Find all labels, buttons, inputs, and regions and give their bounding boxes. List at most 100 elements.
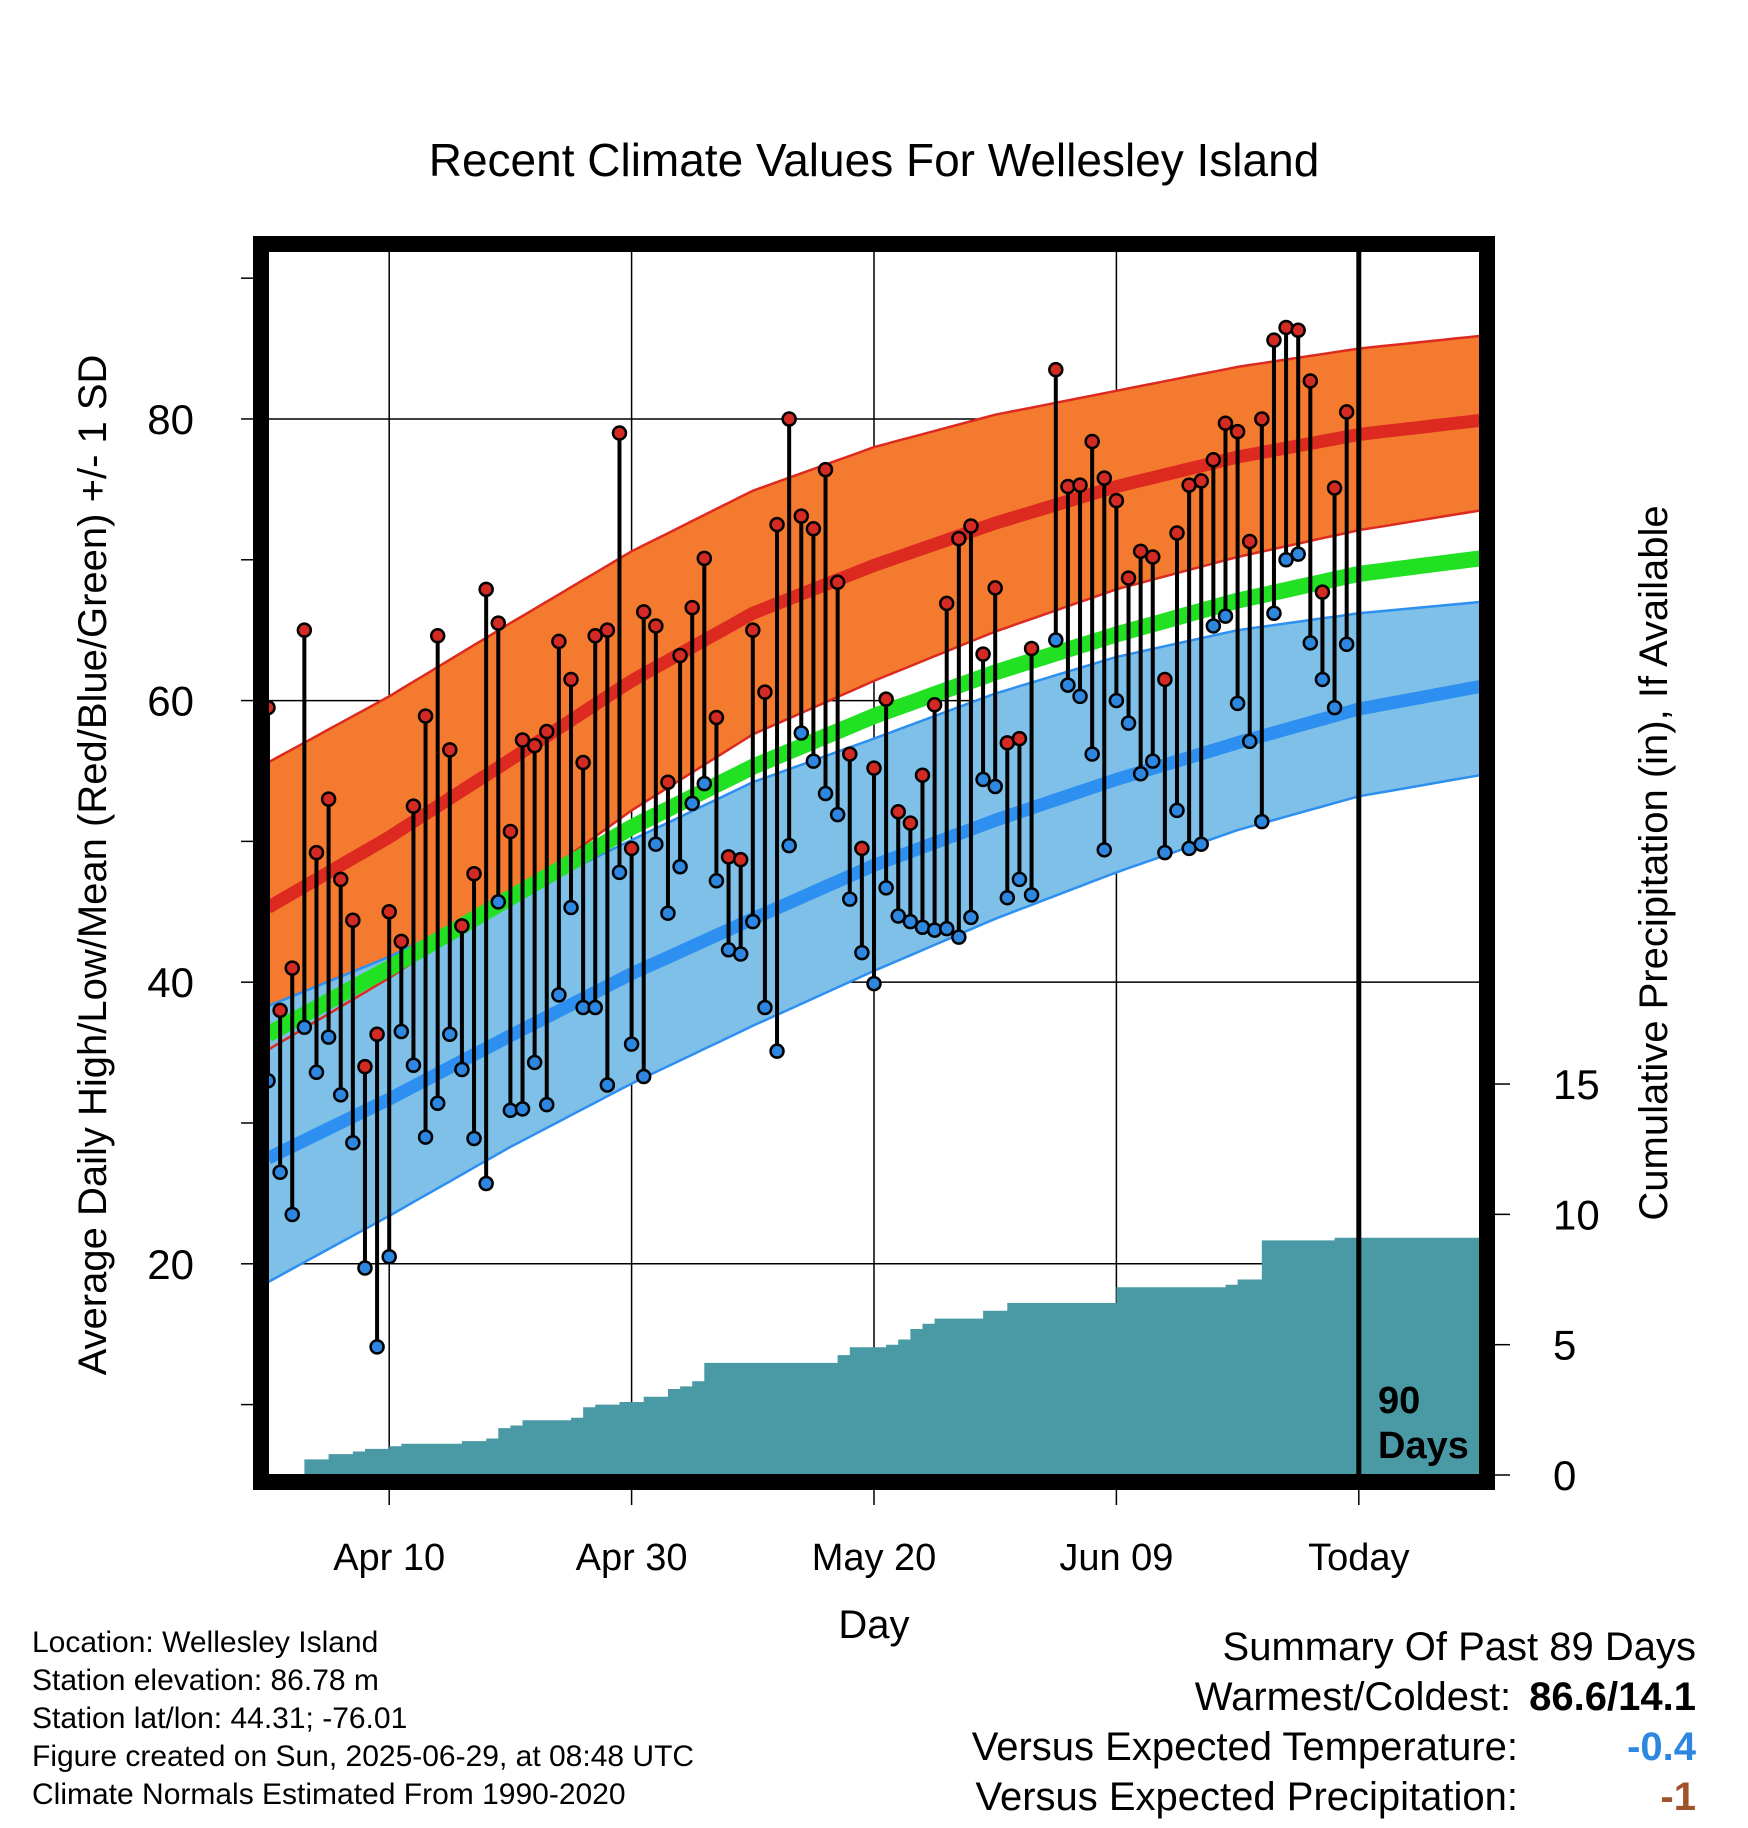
daily-low-point	[1084, 746, 1100, 762]
daily-low-point	[308, 1064, 325, 1081]
daily-low-point	[1157, 844, 1173, 861]
x-tick-label: Jun 09	[1059, 1537, 1173, 1579]
daily-high-point	[308, 844, 325, 861]
daily-low-point	[1108, 692, 1125, 709]
daily-low-point	[320, 1029, 337, 1045]
plot-frame	[253, 236, 1495, 1490]
info-elevation: Station elevation: 86.78 m	[32, 1664, 379, 1697]
daily-high-point	[563, 671, 579, 688]
daily-low-point	[672, 858, 688, 875]
y2-tick-label: 5	[1553, 1322, 1576, 1369]
daily-high-point	[635, 604, 652, 620]
daily-high-point	[381, 904, 397, 920]
daily-low-point	[1096, 842, 1113, 858]
high-sd-band	[268, 335, 1480, 1050]
daily-high-point	[890, 804, 906, 820]
daily-high-point	[781, 411, 797, 427]
y-tick-label: 60	[147, 678, 194, 725]
daily-low-point	[526, 1054, 543, 1071]
daily-low-point	[357, 1260, 373, 1276]
daily-low-point	[878, 880, 894, 896]
daily-high-point	[1241, 533, 1258, 550]
daily-high-point	[539, 723, 555, 740]
daily-high-point	[1193, 473, 1209, 489]
daily-low-point	[442, 1026, 458, 1043]
x-axis-label: Day	[838, 1603, 909, 1647]
x-tick-label: May 20	[812, 1537, 937, 1579]
daily-high-point	[696, 550, 713, 567]
daily-low-point	[781, 837, 797, 854]
y2-tick-label: 15	[1553, 1061, 1600, 1108]
daily-high-point	[526, 737, 543, 754]
daily-low-point	[1011, 871, 1028, 888]
daily-high-point	[345, 912, 361, 928]
y-axis-label: Average Daily High/Low/Mean (Red/Blue/Gr…	[71, 355, 115, 1376]
daily-high-point	[817, 461, 834, 478]
daily-low-point	[938, 920, 955, 937]
daily-low-point	[1023, 887, 1040, 903]
daily-low-point	[732, 946, 749, 962]
daily-high-point	[793, 508, 810, 524]
daily-high-point	[1011, 730, 1028, 747]
daily-low-point	[490, 894, 507, 910]
info-latlon: Station lat/lon: 44.31; -76.01	[32, 1702, 408, 1735]
precipitation-area	[268, 1237, 1480, 1475]
daily-low-point	[393, 1023, 410, 1040]
daily-low-point	[429, 1095, 446, 1112]
daily-low-point	[623, 1036, 640, 1052]
daily-low-point	[268, 1072, 276, 1089]
daily-low-point	[708, 873, 725, 889]
daily-high-point	[551, 633, 567, 650]
daily-low-point	[829, 806, 846, 823]
daily-low-point	[284, 1206, 300, 1223]
y-tick-label: 80	[147, 396, 194, 443]
daily-low-point	[1193, 836, 1209, 852]
daily-high-point	[1048, 361, 1064, 378]
daily-low-point	[1048, 632, 1064, 648]
daily-low-point	[793, 725, 810, 741]
daily-high-point	[417, 708, 434, 724]
daily-high-point	[272, 1002, 288, 1019]
versus-precip-value: -1	[1660, 1775, 1696, 1819]
daily-high-point	[854, 840, 870, 857]
daily-low-point	[1338, 636, 1355, 653]
mean-normal-line	[268, 550, 1480, 1042]
daily-high-point	[575, 754, 591, 771]
daily-high-point	[1217, 415, 1234, 431]
daily-high-point	[284, 960, 300, 976]
daily-low-point	[902, 913, 919, 930]
x-tick-label: Apr 10	[333, 1537, 445, 1579]
daily-high-point	[1229, 423, 1246, 440]
daily-high-point	[369, 1026, 385, 1043]
daily-low-point	[890, 908, 906, 924]
daily-high-point	[393, 933, 410, 950]
y2-axis-label: Cumulative Precipitation (in), If Availa…	[1632, 505, 1676, 1220]
daily-low-point	[1314, 671, 1331, 688]
daily-high-point	[1108, 492, 1125, 509]
daily-high-point	[429, 628, 446, 644]
daily-low-point	[866, 975, 882, 992]
daily-low-point	[975, 771, 991, 788]
high-normal-line	[268, 413, 1480, 914]
warmest-coldest-label: Warmest/Coldest:	[1194, 1675, 1512, 1719]
versus-precip-label: Versus Expected Precipitation:	[975, 1775, 1518, 1819]
daily-high-point	[878, 691, 894, 707]
daily-low-point	[1217, 608, 1234, 624]
daily-low-point	[332, 1087, 349, 1103]
daily-high-point	[490, 615, 507, 631]
daily-low-point	[684, 795, 700, 812]
daily-high-point	[866, 760, 882, 776]
daily-low-point	[1241, 733, 1258, 750]
daily-high-point	[1254, 411, 1270, 427]
daily-low-point	[648, 836, 664, 852]
y2-tick-label: 10	[1553, 1191, 1600, 1238]
daily-low-point	[854, 944, 870, 961]
daily-low-point	[999, 889, 1016, 906]
daily-high-point	[648, 618, 664, 634]
daily-high-point	[708, 709, 725, 726]
daily-high-point	[842, 746, 858, 762]
daily-low-point	[611, 864, 628, 881]
daily-low-point	[296, 1019, 313, 1035]
daily-high-point	[442, 742, 458, 758]
daily-low-point	[539, 1096, 555, 1113]
